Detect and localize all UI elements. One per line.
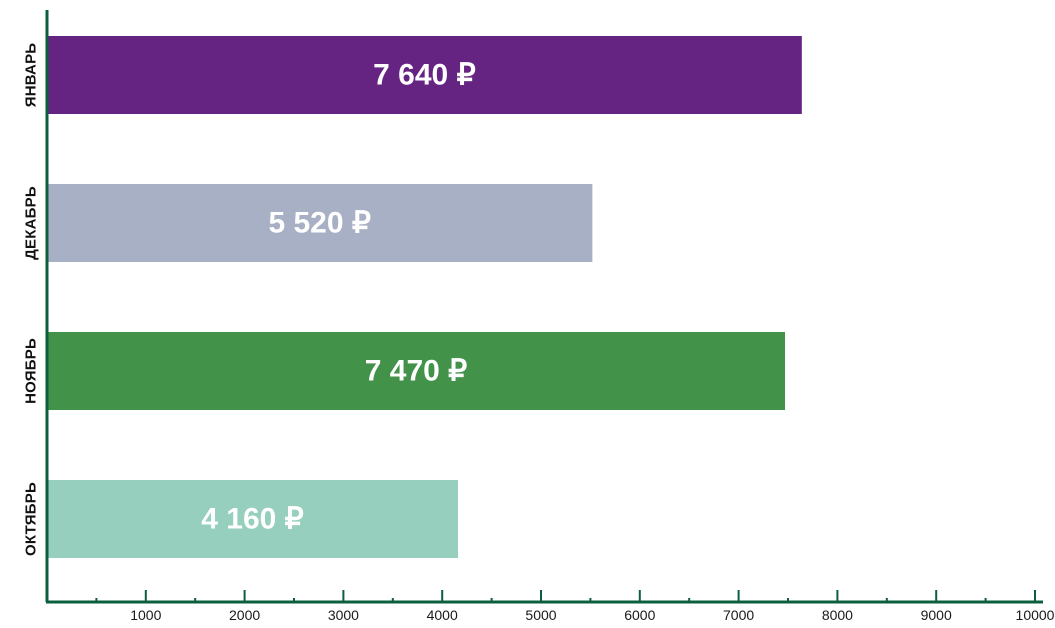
bar-2 [47, 184, 593, 262]
x-tick-label-3000: 3000 [328, 607, 359, 623]
bar-value-label-1: 7 640 ₽ [373, 59, 476, 92]
bar-value-label-3: 7 470 ₽ [365, 355, 468, 388]
x-tick-label-4000: 4000 [427, 607, 458, 623]
bar-1 [47, 36, 802, 114]
x-tick-label-1000: 1000 [130, 607, 161, 623]
bar-3 [47, 332, 786, 410]
bar-value-label-4: 4 160 ₽ [201, 503, 304, 536]
x-tick-label-2000: 2000 [229, 607, 260, 623]
category-label-1: ЯНВАРЬ [23, 43, 40, 108]
bar-4 [47, 480, 459, 558]
x-tick-label-7000: 7000 [723, 607, 754, 623]
x-tick-label-10000: 10000 [1016, 607, 1055, 623]
x-tick-label-8000: 8000 [822, 607, 853, 623]
category-label-3: НОЯБРЬ [23, 338, 40, 404]
x-tick-label-5000: 5000 [525, 607, 556, 623]
x-tick-label-6000: 6000 [624, 607, 655, 623]
category-label-2: ДЕКАБРЬ [23, 186, 40, 260]
category-label-4: ОКТЯБРЬ [23, 482, 40, 556]
x-tick-label-9000: 9000 [921, 607, 952, 623]
bar-value-label-2: 5 520 ₽ [268, 207, 371, 240]
